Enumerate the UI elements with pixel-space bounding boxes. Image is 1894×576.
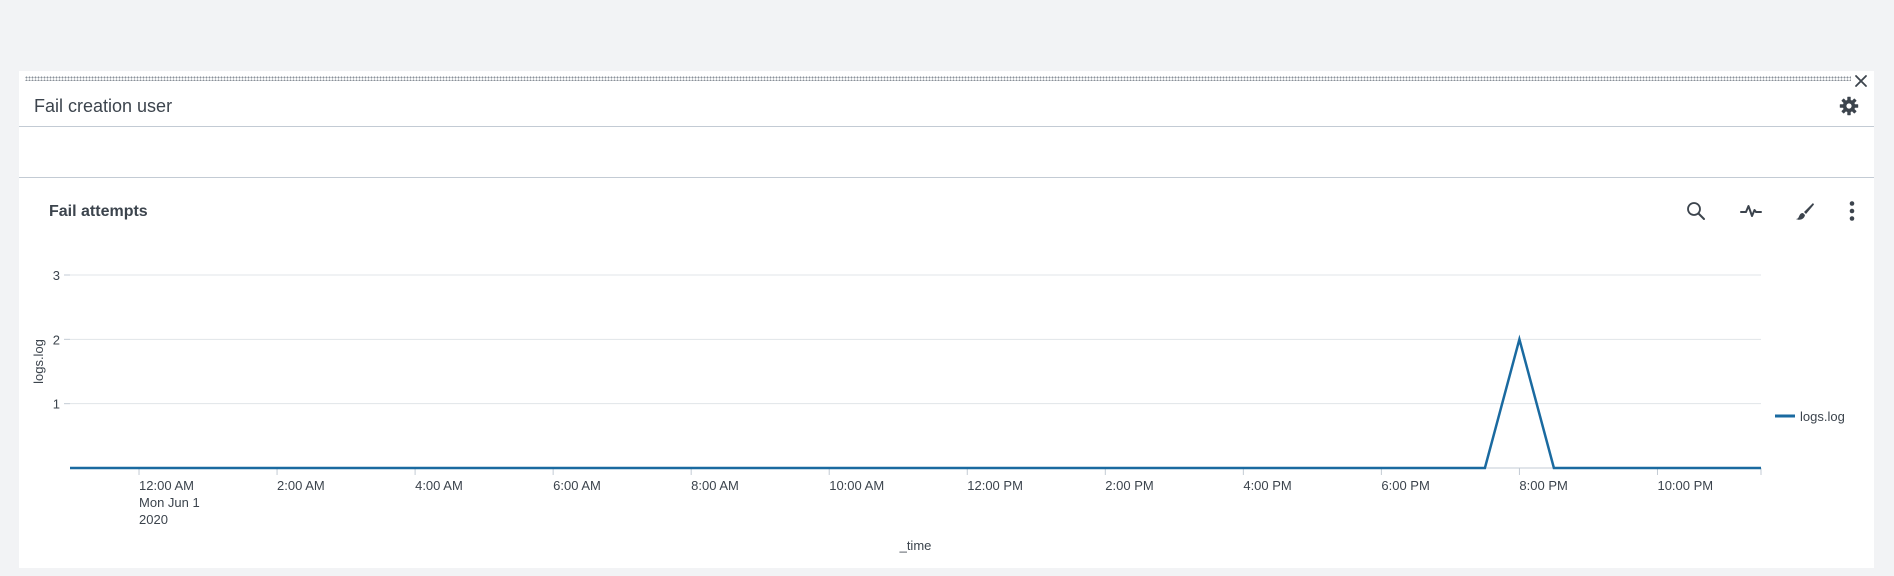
chart-labels: 1 2 3 12:00 AM Mon Jun 1 2020 2:00 AM 4:00 AM 6:…: [31, 268, 1713, 553]
y-tick-label: 1: [53, 397, 60, 412]
x-tick-label-line: 10:00 AM: [829, 478, 884, 493]
x-tick-label: 2:00 AM: [277, 478, 325, 493]
series-line-logs-log: [70, 334, 1761, 470]
x-tick-label-line: 4:00 PM: [1243, 478, 1291, 493]
x-tick-label: 6:00 AM: [553, 478, 601, 493]
paintbrush-icon: [1796, 203, 1814, 220]
y-axis-title: logs.log: [31, 339, 46, 384]
dashboard-panel: Fail creation user Fail attempts: [19, 71, 1874, 568]
x-tick-label: 6:00 PM: [1381, 478, 1429, 493]
x-tick-label-line: 6:00 PM: [1381, 478, 1429, 493]
x-tick-label: 10:00 PM: [1657, 478, 1713, 493]
panel-drag-handle[interactable]: [25, 76, 1851, 81]
inspect-button[interactable]: [1738, 198, 1764, 224]
visualization-title: Fail attempts: [49, 203, 148, 220]
x-tick-label-line: 12:00 PM: [967, 478, 1023, 493]
x-tick-label: 12:00 PM: [967, 478, 1023, 493]
y-tick-label: 2: [53, 332, 60, 347]
x-tick-label-line: 12:00 AM: [139, 478, 194, 493]
line-chart: 1 2 3 12:00 AM Mon Jun 1 2020 2:00 AM 4:00 AM 6:…: [31, 268, 1845, 553]
chart-legend: logs.log: [1775, 409, 1845, 424]
x-tick-label-line: 2020: [139, 512, 168, 527]
x-tick-label-line: 8:00 AM: [691, 478, 739, 493]
x-tick-label: 8:00 AM: [691, 478, 739, 493]
pulse-icon: [1740, 205, 1762, 217]
x-tick-label: 10:00 AM: [829, 478, 884, 493]
x-tick-label-line: 2:00 PM: [1105, 478, 1153, 493]
x-tick-label: 4:00 PM: [1243, 478, 1291, 493]
x-tick-label: 4:00 AM: [415, 478, 463, 493]
x-tick-label-line: 10:00 PM: [1657, 478, 1713, 493]
x-tick-label: 2:00 PM: [1105, 478, 1153, 493]
more-actions-button[interactable]: [1839, 198, 1865, 224]
search-icon: [1687, 202, 1705, 220]
x-tick-label-line: 8:00 PM: [1519, 478, 1567, 493]
more-vertical-icon: [1849, 201, 1855, 221]
chart-axes: [64, 274, 1762, 475]
x-tick-label: 8:00 PM: [1519, 478, 1567, 493]
x-tick-label-line: 4:00 AM: [415, 478, 463, 493]
format-button[interactable]: [1792, 198, 1818, 224]
close-icon: [1855, 75, 1867, 87]
x-tick-label-line: 2:00 AM: [277, 478, 325, 493]
x-axis-title: _time: [899, 538, 932, 553]
panel-input-row: [19, 127, 1874, 178]
x-tick-label-line: 6:00 AM: [553, 478, 601, 493]
panel-settings-button[interactable]: [1839, 96, 1859, 116]
x-tick-label-line: Mon Jun 1: [139, 495, 200, 510]
x-tick-label: 12:00 AM Mon Jun 1 2020: [139, 478, 200, 527]
close-panel-button[interactable]: [1853, 73, 1869, 89]
open-in-search-button[interactable]: [1683, 198, 1709, 224]
legend-label: logs.log: [1800, 409, 1845, 424]
panel-header: Fail creation user: [19, 85, 1874, 127]
y-tick-label: 3: [53, 268, 60, 283]
gear-icon: [1839, 96, 1859, 116]
chart-gridlines: [70, 274, 1761, 405]
chart-series: [70, 334, 1761, 470]
panel-title: Fail creation user: [34, 96, 173, 116]
